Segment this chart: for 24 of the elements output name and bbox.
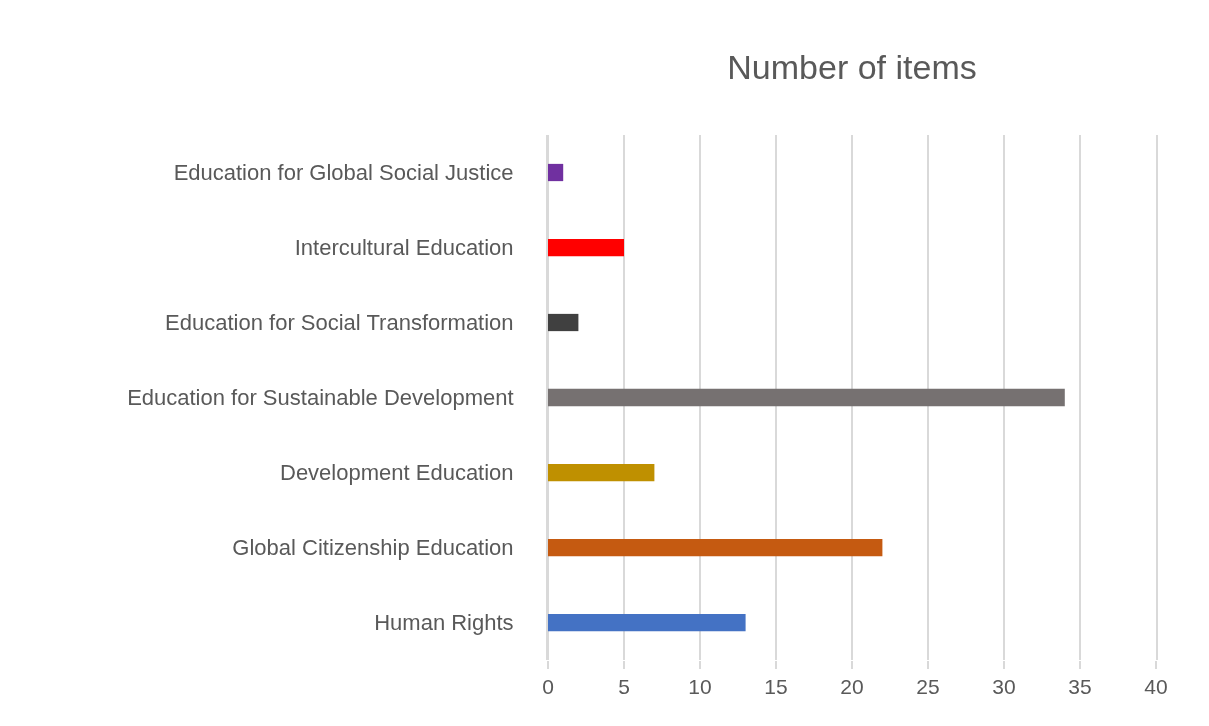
bar bbox=[548, 388, 1065, 407]
y-tick-label: Development Education bbox=[280, 460, 514, 486]
y-tick-label: Education for Global Social Justice bbox=[173, 160, 514, 186]
x-tick-label: 5 bbox=[618, 675, 630, 699]
x-tick-label: 25 bbox=[916, 675, 940, 699]
bar bbox=[548, 238, 624, 257]
bar bbox=[548, 163, 564, 182]
x-tick-label: 20 bbox=[840, 675, 864, 699]
x-tick-label: 30 bbox=[992, 675, 1016, 699]
y-tick-label: Human Rights bbox=[374, 610, 514, 636]
chart-title: Number of items bbox=[727, 47, 977, 86]
y-tick-label: Education for Sustainable Development bbox=[127, 385, 514, 411]
bar bbox=[548, 313, 579, 332]
bar bbox=[548, 538, 883, 557]
bar bbox=[548, 613, 746, 632]
y-tick-label: Education for Social Transformation bbox=[165, 310, 514, 336]
x-tick-label: 15 bbox=[764, 675, 788, 699]
y-tick-label: Intercultural Education bbox=[294, 235, 514, 261]
x-tick-label: 35 bbox=[1068, 675, 1092, 699]
x-tick-label: 10 bbox=[688, 675, 712, 699]
x-tick-label: 0 bbox=[542, 675, 554, 699]
x-tick-label: 40 bbox=[1144, 675, 1168, 699]
y-tick-label: Global Citizenship Education bbox=[232, 535, 514, 561]
bar bbox=[548, 463, 655, 482]
